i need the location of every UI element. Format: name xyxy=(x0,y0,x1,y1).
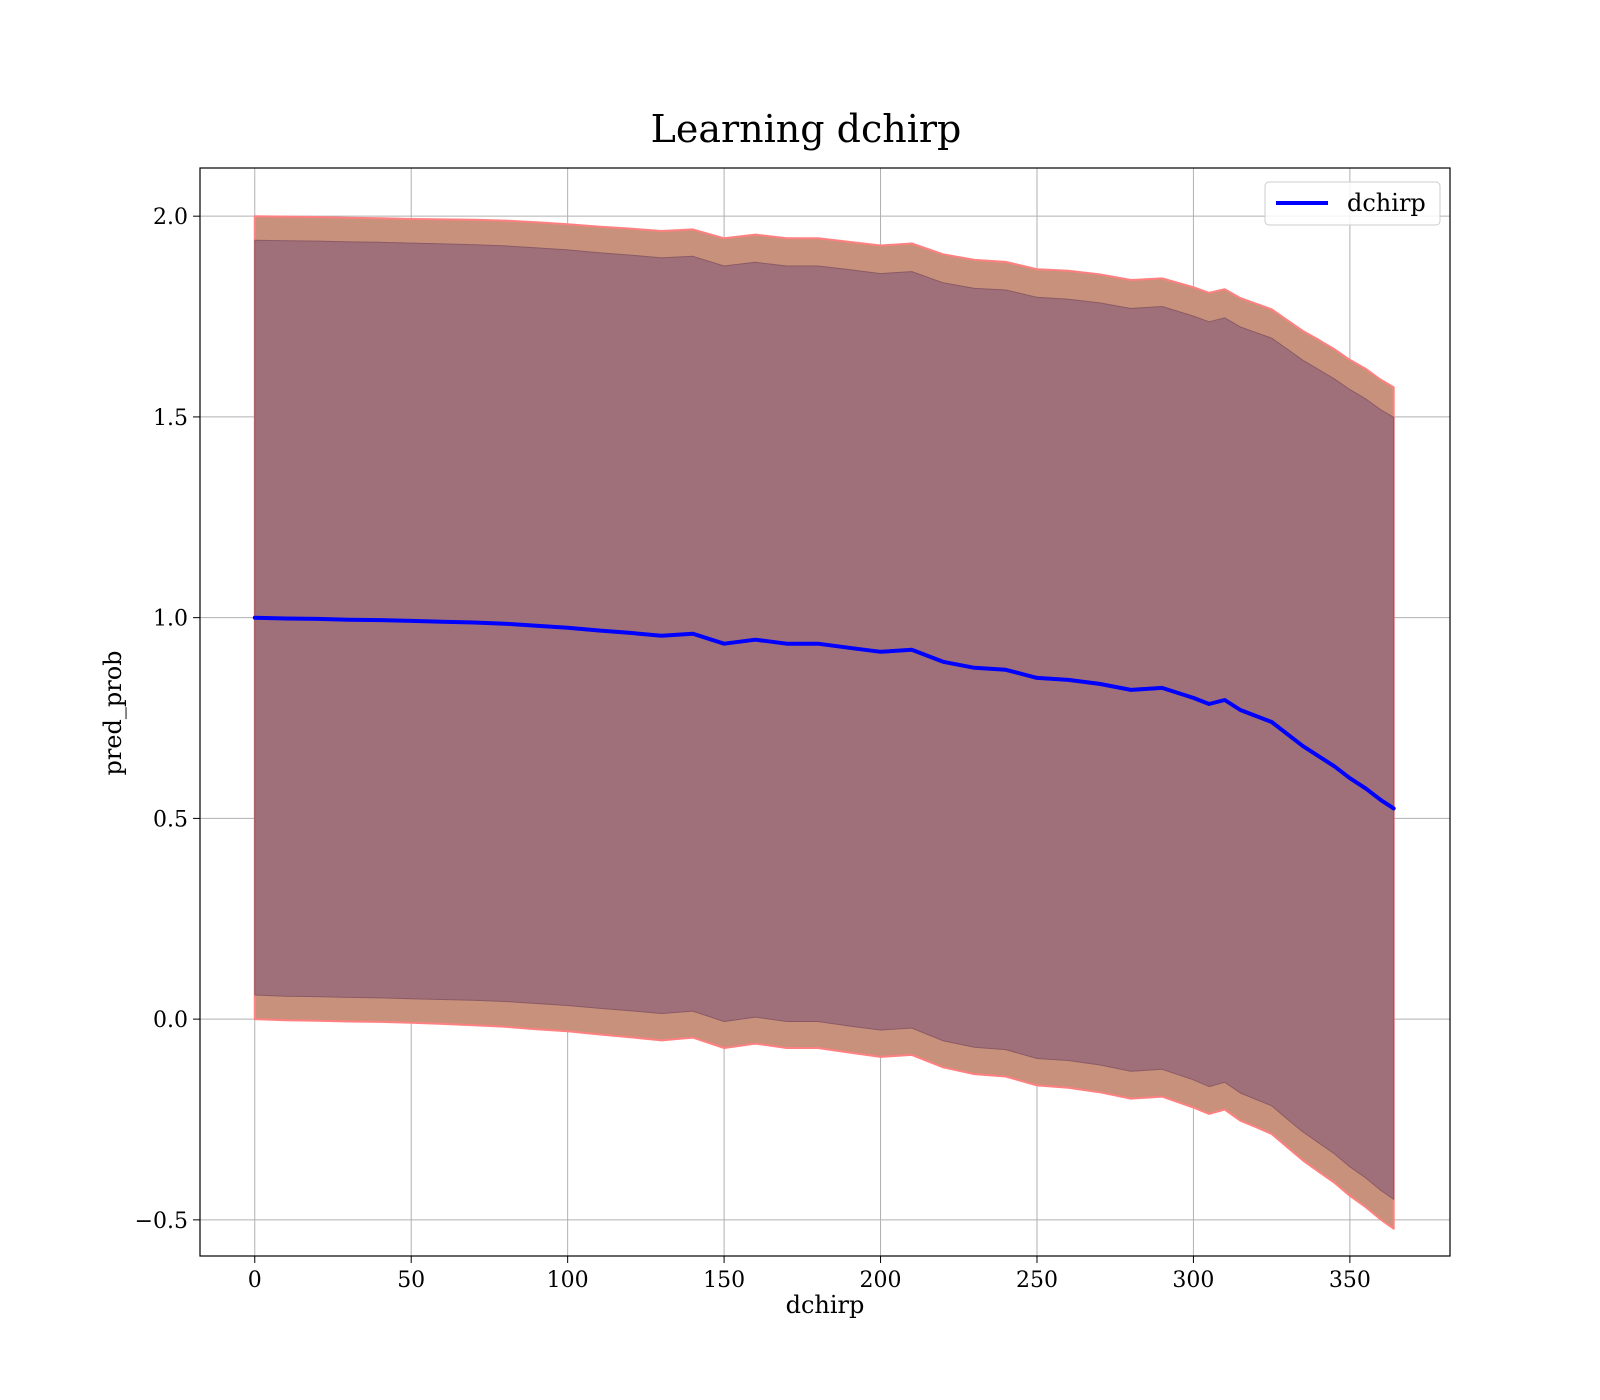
x-tick-label: 200 xyxy=(860,1268,902,1293)
legend: dchirp xyxy=(1264,181,1441,226)
x-tick-label: 350 xyxy=(1329,1268,1371,1293)
x-tick-label: 250 xyxy=(1016,1268,1058,1293)
x-tick-label: 0 xyxy=(248,1268,262,1293)
chart-title: Learning dchirp xyxy=(651,107,962,151)
y-tick-label: 0.0 xyxy=(153,1008,188,1033)
y-tick-label: −0.5 xyxy=(135,1209,188,1234)
x-tick-label: 300 xyxy=(1172,1268,1214,1293)
confidence-bands xyxy=(253,215,1395,1230)
legend-label: dchirp xyxy=(1347,189,1426,217)
x-tick-label: 150 xyxy=(703,1268,745,1293)
inner-confidence-band xyxy=(254,239,1395,1200)
plot-frame xyxy=(199,167,1451,1257)
legend-box xyxy=(1264,181,1441,226)
y-axis-label: pred_prob xyxy=(99,650,127,775)
y-tick-label: 2.0 xyxy=(153,205,188,230)
series-line-dchirp xyxy=(252,615,1396,811)
x-tick-label: 100 xyxy=(547,1268,589,1293)
axis-ticks: 0 50 100 150 200 250 300 350 −0.5 0.0 0.5 1.0 1.5 2.0 xyxy=(135,205,1371,1293)
y-tick-label: 0.5 xyxy=(153,807,188,832)
y-tick-label: 1.0 xyxy=(153,607,188,632)
series-lines xyxy=(252,615,1396,811)
x-axis-label: dchirp xyxy=(786,1291,865,1319)
x-tick-label: 50 xyxy=(397,1268,425,1293)
y-tick-label: 1.5 xyxy=(153,406,188,431)
